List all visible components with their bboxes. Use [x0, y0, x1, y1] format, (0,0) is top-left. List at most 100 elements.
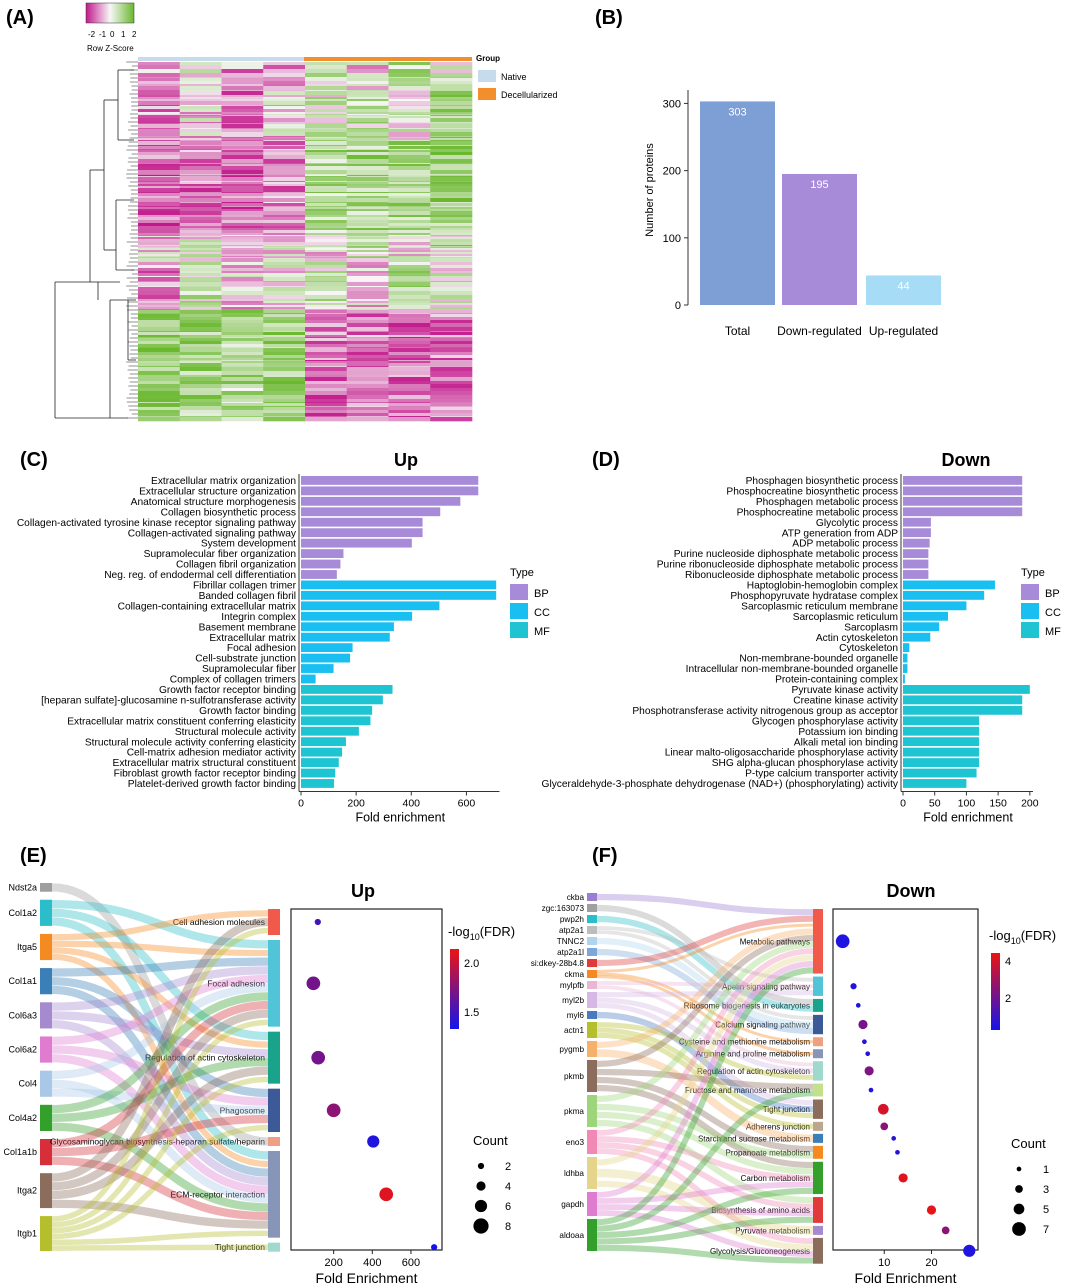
- heatmap-cell: [388, 176, 431, 178]
- heatmap-cell: [430, 129, 473, 133]
- heatmap-cell: [430, 73, 473, 78]
- heatmap-cell: [138, 265, 181, 269]
- heatmap-cell: [138, 159, 181, 164]
- d-term-label: Creatine kinase activity: [793, 695, 899, 706]
- d-term-label: Phosphopyruvate hydratase complex: [730, 591, 898, 602]
- heatmap-cell: [430, 299, 473, 302]
- heatmap-cell: [305, 62, 348, 66]
- heatmap-cell: [263, 303, 306, 306]
- heatmap-cell: [346, 188, 389, 193]
- heatmap-cell: [138, 138, 181, 141]
- heatmap-cell: [179, 286, 222, 288]
- heatmap-cell: [138, 118, 181, 123]
- panel-label-a: (A): [6, 7, 34, 29]
- heatmap-cell: [179, 115, 222, 117]
- heatmap-cell: [305, 129, 348, 133]
- heatmap-cell: [138, 268, 181, 272]
- heatmap-cell: [388, 228, 431, 231]
- heatmap-cell: [179, 331, 222, 333]
- e-color-title-main: -log: [448, 924, 470, 939]
- heatmap-cell: [305, 174, 348, 176]
- heatmap-cell: [305, 69, 348, 74]
- heatmap-cell: [138, 202, 181, 204]
- heatmap-cell: [388, 388, 431, 392]
- e-pathway-node: [268, 909, 280, 935]
- heatmap-cell: [430, 256, 473, 258]
- heatmap-cell: [179, 320, 222, 324]
- d-bar: [903, 674, 905, 684]
- heatmap-cell: [430, 271, 473, 274]
- heatmap-cell: [388, 307, 431, 310]
- d-term-label: Sarcoplasmic reticulum membrane: [741, 601, 898, 612]
- f-size-legend-label: 7: [1043, 1224, 1049, 1236]
- c-bar: [301, 685, 393, 694]
- heatmap-cell: [430, 211, 473, 216]
- f-gene-node: [587, 904, 597, 912]
- heatmap-cell: [346, 152, 389, 156]
- heatmap-cell: [305, 228, 348, 231]
- f-pathway-node: [813, 1061, 823, 1081]
- heatmap-cell: [346, 403, 389, 407]
- heatmap-cell: [305, 230, 348, 234]
- heatmap-cell: [346, 371, 389, 376]
- heatmap-cell: [388, 138, 431, 141]
- heatmap-cell: [430, 273, 473, 277]
- heatmap-cell: [305, 78, 348, 82]
- d-bar: [903, 695, 1023, 705]
- heatmap-cell: [263, 239, 306, 243]
- heatmap-cell: [388, 245, 431, 247]
- heatmap-cell: [388, 377, 431, 382]
- heatmap-cell: [179, 335, 222, 338]
- heatmap-cell: [430, 150, 473, 153]
- heatmap-cell: [430, 407, 473, 411]
- heatmap-cell: [388, 305, 431, 308]
- heatmap-cell: [138, 406, 181, 408]
- heatmap-cell: [305, 163, 348, 165]
- heatmap-cell: [430, 406, 473, 408]
- heatmap-cell: [221, 257, 264, 259]
- heatmap-cell: [305, 236, 348, 238]
- heatmap-cell: [388, 239, 431, 243]
- heatmap-cell: [179, 287, 222, 292]
- c-term-label: Neg. reg. of endodermal cell differentia…: [104, 570, 296, 581]
- heatmap-cell: [263, 209, 306, 212]
- heatmap-cell: [263, 271, 306, 274]
- heatmap-cell: [388, 207, 431, 210]
- heatmap-cell: [305, 341, 348, 345]
- heatmap-cell: [263, 84, 306, 87]
- f-flow-link: [596, 934, 814, 1068]
- heatmap-cell: [346, 358, 389, 361]
- heatmap-cell: [179, 250, 222, 253]
- heatmap-cell: [138, 301, 181, 304]
- heatmap-cell: [346, 192, 389, 194]
- go-down-chart: Down Phosphagen biosynthetic processPhos…: [542, 450, 1062, 825]
- heatmap-cell: [305, 301, 348, 304]
- heatmap-cell: [138, 410, 181, 414]
- heatmap-cell: [305, 399, 348, 403]
- heatmap-cell: [305, 384, 348, 389]
- heatmap-cell: [179, 252, 222, 255]
- heatmap-cell: [430, 220, 473, 224]
- heatmap-cell: [346, 363, 389, 367]
- heatmap-cell: [138, 332, 181, 336]
- heatmap-cell: [388, 335, 431, 338]
- heatmap-cell: [179, 128, 222, 130]
- heatmap-cell: [221, 97, 264, 100]
- e-color-legend-title: -log10(FDR): [448, 924, 515, 942]
- f-flow-link: [596, 1032, 814, 1129]
- heatmap-cell: [221, 344, 264, 348]
- heatmap-cell: [388, 363, 431, 367]
- heatmap-cell: [138, 140, 181, 142]
- c-term-label: Extracellular matrix: [209, 633, 296, 644]
- heatmap-cell: [388, 124, 431, 129]
- heatmap-cell: [388, 230, 431, 234]
- heatmap-cell: [346, 323, 389, 328]
- heatmap-cell: [179, 268, 222, 272]
- heatmap-cell: [221, 174, 264, 176]
- heatmap-cell: [263, 181, 306, 183]
- e-flow-link: [51, 1045, 269, 1106]
- heatmap-cell: [430, 155, 473, 160]
- heatmap-cell: [138, 247, 181, 249]
- heatmap-cell: [179, 116, 222, 119]
- heatmap-cell: [346, 145, 389, 147]
